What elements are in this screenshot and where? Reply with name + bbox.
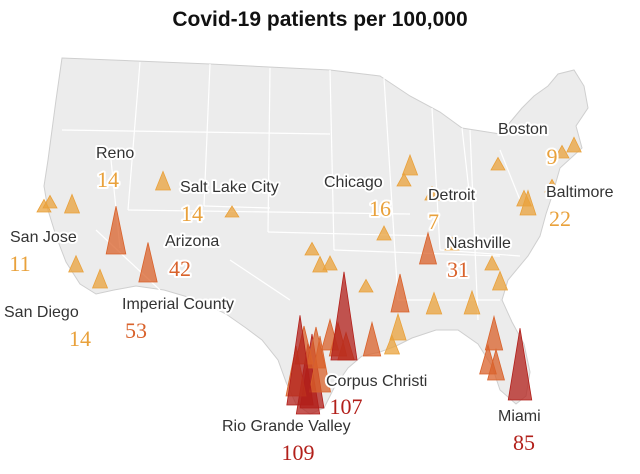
extra-spike-22 [362,320,382,357]
state-borders [61,61,521,321]
city-name-imperial-county: Imperial County [122,296,234,313]
city-value-imperial-county: 53 [125,318,147,343]
extra-spike-32 [383,334,401,355]
city-value-boston: 9 [547,144,558,169]
city-value-san-jose: 11 [9,251,30,276]
extra-spike-6 [358,278,374,293]
extra-spike-18 [463,289,481,315]
extra-spike-2 [224,205,240,218]
state-border-18 [229,259,291,301]
city-name-baltimore: Baltimore [546,184,614,201]
extra-spike-8 [396,172,412,187]
spike-boston [566,136,582,153]
city-value-reno: 14 [97,167,119,192]
spike-nashville [418,231,438,265]
spike-imperial-county [105,206,127,255]
spike-chicago [401,153,419,176]
extra-spike-11 [491,270,509,291]
city-value-chicago: 16 [369,196,391,221]
city-value-detroit: 7 [428,209,439,234]
city-value-rio-grande-valley: 109 [282,440,315,465]
state-border-0 [127,61,141,211]
extra-spike-14 [554,144,570,159]
chart-title: Covid-19 patients per 100,000 [172,8,468,31]
extra-spike-10 [484,255,500,271]
state-border-3 [329,69,335,251]
city-markers [36,136,582,415]
extra-spike-17 [425,291,443,315]
spike-baltimore [519,189,537,216]
state-border-2 [267,67,271,233]
city-name-boston: Boston [498,121,548,138]
city-value-san-diego: 14 [69,326,91,351]
extra-spike-19 [484,314,504,351]
extra-spike-33 [390,273,410,313]
city-value-corpus-christi: 107 [330,394,363,419]
spike-san-jose [68,254,84,273]
extra-spike-13 [544,178,560,193]
city-name-reno: Reno [96,145,134,162]
city-value-nashville: 31 [447,257,469,282]
extra-spike-21 [487,348,505,381]
state-border-4 [383,77,399,301]
state-border-6 [469,129,479,321]
city-name-nashville: Nashville [446,235,511,252]
spike-miami [507,328,533,401]
city-value-salt-lake-city: 14 [181,201,203,226]
city-name-detroit: Detroit [428,187,476,204]
state-border-16 [499,149,521,201]
extra-spike-12 [490,156,506,171]
state-border-10 [267,231,431,237]
spike-rio-grande-valley [286,315,314,406]
spike-detroit [424,185,440,201]
city-name-san-diego: San Diego [4,304,79,321]
extra-spike-31 [306,326,326,369]
extra-spike-16 [389,312,407,341]
extra-spike-7 [376,225,392,241]
state-border-7 [61,129,331,135]
city-name-corpus-christi: Corpus Christi [326,373,427,390]
city-value-miami: 85 [513,430,535,455]
city-value-baltimore: 22 [549,206,571,231]
extra-spike-5 [322,255,338,271]
extra-spike-1 [42,194,58,209]
state-border-9 [203,205,271,209]
city-value-arizona: 42 [169,256,191,281]
city-name-arizona: Arizona [165,233,219,250]
state-border-17 [461,127,471,201]
city-name-chicago: Chicago [324,174,383,191]
state-border-5 [431,107,441,251]
spike-san-diego [91,268,109,289]
state-border-8 [127,209,411,215]
city-labels: Boston 9 Reno 14 Salt Lake City 14 Chicago 16 De… [2,119,616,467]
city-name-salt-lake-city: Salt Lake City [180,179,279,196]
state-border-1 [203,63,211,207]
extra-spike-9 [444,236,460,251]
city-name-rio-grande-valley: Rio Grande Valley [222,418,351,435]
spike-corpus-christi [330,271,358,361]
city-name-miami: Miami [498,408,541,425]
state-border-11 [333,249,501,257]
state-border-15 [439,249,521,257]
spike-arizona [138,242,158,283]
extra-spike-3 [304,241,320,256]
spike-salt-lake-city [154,170,172,191]
spike-reno [63,193,81,214]
city-name-san-jose: San Jose [10,229,77,246]
